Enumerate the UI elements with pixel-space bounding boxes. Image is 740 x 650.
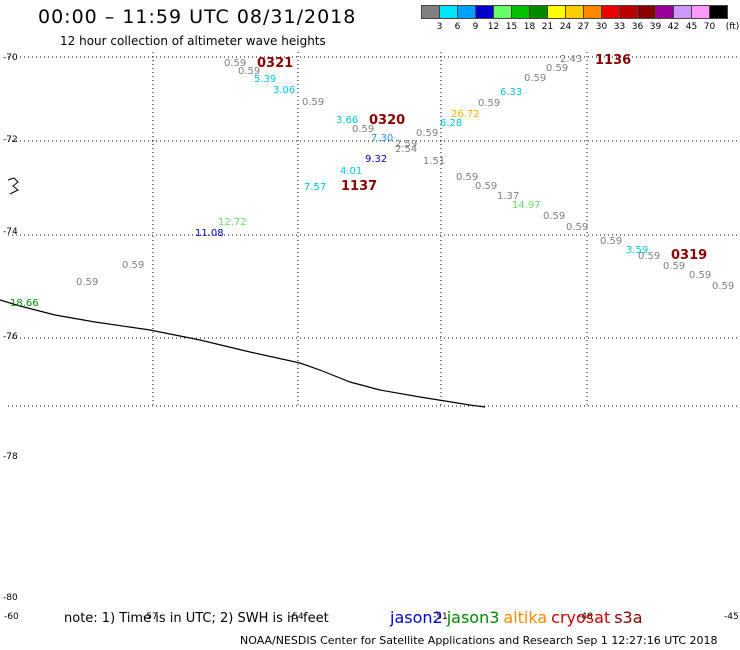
latitude-label: -80 [3,593,18,603]
wave-height-label: 0.59 [638,251,660,262]
color-scale-tick: 6 [454,22,461,32]
map-subtitle: 12 hour collection of altimeter wave hei… [60,34,326,48]
wave-height-label: 11.08 [195,228,224,239]
color-scale-tick: 30 [595,22,608,32]
color-scale-tick: 21 [541,22,554,32]
wave-height-label: 3.66 [336,115,358,126]
map-title: 00:00 – 11:59 UTC 08/31/2018 [38,6,357,28]
ice-shelf-coastline [0,299,486,408]
longitude-label: -45 [724,612,739,622]
longitude-label: -54 [289,612,304,622]
wave-height-label: 18.66 [10,298,39,309]
wave-height-label: 0.59 [546,63,568,74]
pass-time-label: 0319 [671,248,707,263]
color-scale-tick: 36 [631,22,644,32]
wave-height-label: 0.59 [475,181,497,192]
wave-height-label: 0.59 [302,97,324,108]
longitude-label: -57 [143,612,158,622]
longitude-label: -48 [578,612,593,622]
color-scale-tick: 42 [667,22,680,32]
color-scale-tick: 24 [559,22,572,32]
axis-labels: -70 -72 -74 -76 -78 -80 -60 -57 -54 -51 -48 -45 [3,53,739,622]
wave-height-label: 5.39 [254,74,276,85]
satellite-legend-item: altika [503,608,548,627]
wave-height-label: 6.33 [500,87,522,98]
wave-height-label: 0.59 [524,73,546,84]
wave-height-label: 0.59 [566,222,588,233]
latitude-label: -78 [3,452,18,462]
wave-height-label: 3.06 [273,85,295,96]
color-scale-tick: 39 [649,22,662,32]
wave-height-label: 0.59 [76,277,98,288]
wave-height-label: 6.28 [440,118,462,129]
wave-height-label: 0.59 [712,281,734,292]
latitude-label: -76 [3,332,18,342]
satellite-legend-item: cryosat [551,608,611,627]
color-scale-tick: 33 [613,22,626,32]
wave-height-label: 2.54 [395,144,417,155]
color-scale-tick: 45 [685,22,698,32]
latitude-label: -72 [3,135,18,145]
wave-height-label: 3.59 [626,245,648,256]
longitude-label: -60 [4,612,19,622]
pass-time-label: 1137 [341,179,377,194]
wave-height-label: 7.30 [371,133,393,144]
pass-time-label: 1136 [595,53,631,68]
wave-height-label: 0.59 [543,211,565,222]
wave-height-label: 0.59 [663,261,685,272]
color-scale-bar [421,5,728,19]
latitude-label: -70 [3,53,18,63]
latitude-label: -74 [3,227,18,237]
color-scale-tick: 15 [505,22,518,32]
wave-height-label: 0.59 [689,270,711,281]
wave-height-label: 7.57 [304,182,326,193]
pass-time-label: 0320 [369,113,405,128]
color-scale-tick: 27 [577,22,590,32]
scale-unit: (ft) [725,22,740,32]
satellite-legend-item: jason3 [446,608,500,627]
footer-credit: NOAA/NESDIS Center for Satellite Applica… [240,634,718,647]
color-scale-tick: 3 [436,22,443,32]
color-scale-tick: 9 [472,22,479,32]
wave-height-label: 0.59 [122,260,144,271]
pass-time-labels: 0321 1136 0320 1137 0319 [257,53,707,263]
grid-lines [8,52,740,407]
wave-height-label: 2.43 [560,54,582,65]
color-scale-tick: 18 [523,22,536,32]
wave-height-label: 0.59 [352,124,374,135]
wave-height-label: 1.51 [423,156,445,167]
wave-height-label: 9.32 [365,154,387,165]
satellite-legend-item: jason2 [390,608,443,627]
wave-height-label: 0.59 [456,172,478,183]
color-scale-tick: 70 [703,22,716,32]
wave-height-label: 0.59 [238,66,260,77]
wave-height-label: 26.72 [451,109,480,120]
wave-height-label: 2.59 [395,139,417,150]
wave-height-label: 14.97 [512,200,541,211]
satellite-legend-item: s3a [614,608,643,627]
pass-time-label: 0321 [257,56,293,71]
wave-height-labels: 0.590.595.393.060.593.660.597.302.592.54… [10,54,734,309]
wave-height-label: 12.72 [218,217,247,228]
satellite-legend: jason2 jason3 altika cryosat s3a [390,608,647,627]
color-scale-tick: 12 [487,22,500,32]
wave-height-label: 0.59 [224,58,246,69]
footer-note: note: 1) Time is in UTC; 2) SWH is in fe… [64,611,329,626]
longitude-label: -51 [433,612,448,622]
wave-height-label: 0.59 [416,128,438,139]
color-swatch [709,5,728,19]
wave-height-label: 0.59 [478,98,500,109]
coast-fragment [7,177,19,195]
wave-height-label: 1.37 [497,191,519,202]
wave-height-label: 0.59 [600,236,622,247]
wave-height-label: 4.01 [340,166,362,177]
